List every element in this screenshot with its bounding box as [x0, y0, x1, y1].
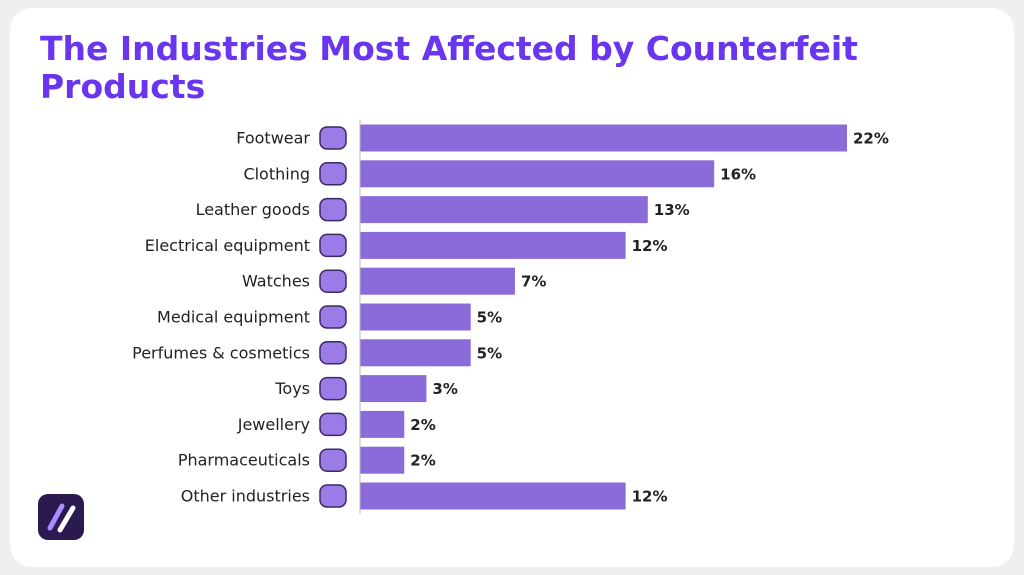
bar — [360, 303, 471, 331]
chart-title: The Industries Most Affected by Counterf… — [40, 29, 858, 106]
bar — [360, 375, 427, 403]
bar — [360, 339, 471, 367]
icon — [319, 162, 347, 186]
category-label: Clothing — [243, 164, 310, 183]
bar — [360, 231, 626, 259]
card: The Industries Most Affected by Counterf… — [10, 8, 1014, 567]
bar — [360, 410, 405, 438]
value-label: 12% — [632, 488, 668, 506]
bar — [360, 196, 648, 224]
icon — [319, 412, 347, 437]
value-label: 13% — [654, 201, 690, 219]
bar — [360, 160, 715, 188]
value-label: 3% — [432, 380, 457, 398]
value-label: 5% — [477, 344, 502, 362]
icon — [319, 233, 347, 258]
category-label: Pharmaceuticals — [178, 451, 310, 470]
icon — [319, 484, 347, 508]
bar — [360, 482, 626, 510]
value-label: 12% — [632, 237, 668, 255]
bar — [360, 267, 515, 295]
icon — [319, 448, 347, 472]
icon — [319, 197, 347, 222]
value-label: 2% — [410, 416, 435, 434]
icon — [319, 126, 347, 150]
icon — [319, 376, 347, 401]
icon — [319, 269, 347, 293]
icon — [319, 341, 347, 365]
category-label: Other industries — [181, 487, 310, 506]
category-label: Medical equipment — [157, 308, 310, 327]
icon — [319, 305, 347, 329]
logo-box — [38, 494, 84, 540]
value-label: 2% — [410, 452, 435, 470]
bar — [360, 124, 847, 152]
logo-stroke — [57, 505, 76, 533]
category-label: Jewellery — [237, 415, 310, 434]
category-label: Electrical equipment — [145, 236, 310, 255]
value-label: 5% — [477, 309, 502, 327]
value-label: 22% — [853, 130, 889, 148]
category-label: Perfumes & cosmetics — [132, 343, 310, 362]
category-label: Leather goods — [196, 200, 310, 219]
category-label: Toys — [274, 379, 310, 398]
category-label: Watches — [242, 272, 310, 291]
category-label: Footwear — [236, 129, 310, 148]
value-label: 7% — [521, 273, 546, 291]
bar — [360, 446, 405, 474]
logo-stroke — [47, 503, 65, 531]
value-label: 16% — [720, 165, 756, 183]
logo — [38, 494, 84, 540]
